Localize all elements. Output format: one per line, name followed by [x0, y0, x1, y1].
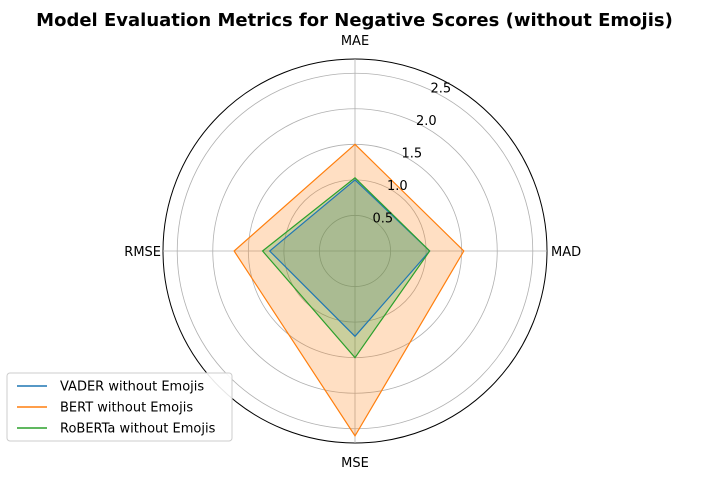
series-fill-0 [269, 179, 430, 337]
axis-labels: MAE MAD MSE RMSE [124, 34, 581, 471]
legend-items: VADER without Emojis BERT without Emojis R… [17, 380, 216, 437]
radial-tick-labels: 0.5 1.0 1.5 2.0 2.5 [372, 82, 451, 227]
series-fill-1 [234, 144, 464, 436]
axis-label-rmse: RMSE [124, 245, 161, 260]
chart-title: Model Evaluation Metrics for Negative Sc… [36, 10, 673, 31]
series-lines [233, 143, 465, 438]
radial-tick-label: 1.0 [387, 179, 408, 194]
series-line-1 [233, 143, 465, 438]
axis-label-mse: MSE [341, 456, 369, 471]
legend: VADER without Emojis BERT without Emojis R… [6, 372, 233, 442]
radial-tick-label: 2.5 [430, 82, 451, 97]
radial-tick-label: 2.0 [416, 114, 437, 129]
radial-tick-label: 0.5 [372, 212, 393, 227]
legend-label-0: VADER without Emojis [60, 380, 204, 395]
polar-grid [162, 58, 548, 444]
legend-label-1: BERT without Emojis [60, 401, 193, 416]
legend-box [6, 372, 233, 442]
axis-label-mae: MAE [341, 34, 369, 49]
legend-label-2: RoBERTa without Emojis [60, 422, 216, 437]
radial-tick-label: 1.5 [401, 147, 422, 162]
series-line-2 [261, 176, 431, 359]
axis-label-mad: MAD [551, 245, 581, 260]
